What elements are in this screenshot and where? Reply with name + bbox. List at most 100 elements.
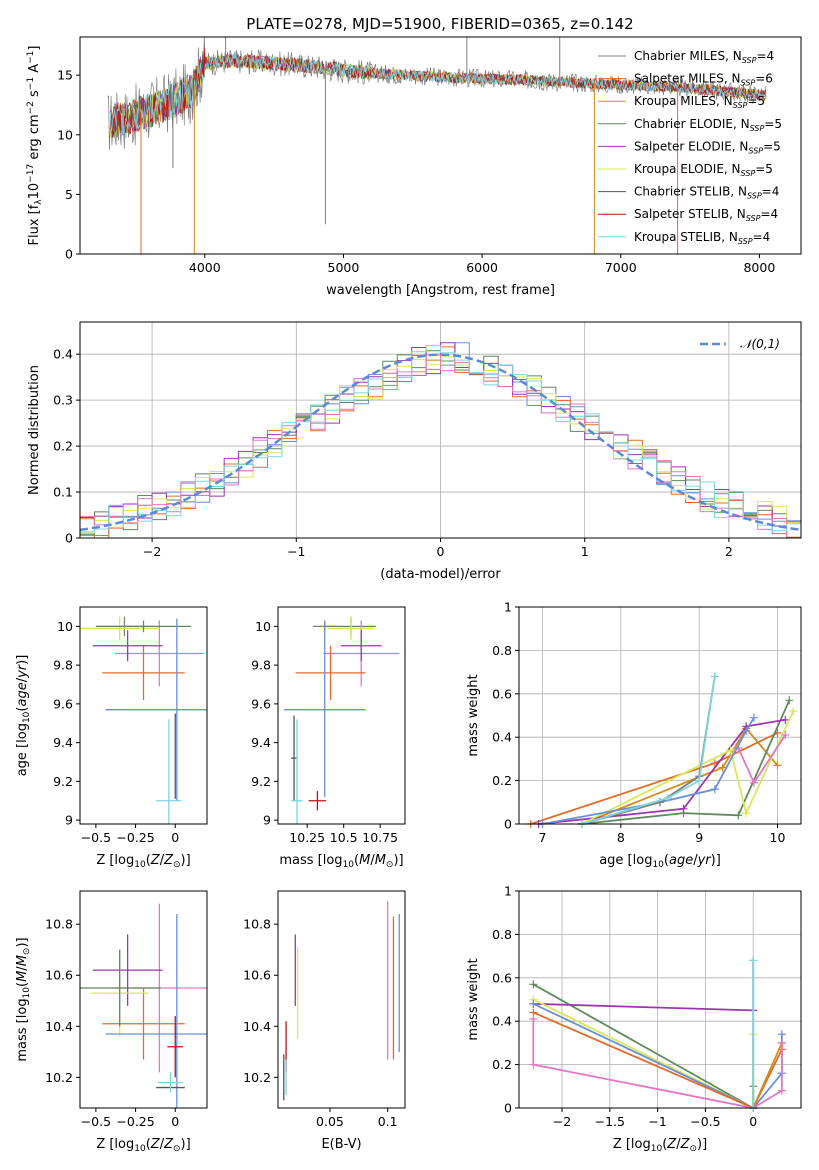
x-tick-label: 4000 <box>189 260 221 275</box>
y-tick-label: 0.2 <box>492 773 512 788</box>
mass-weight-series-line <box>581 676 716 825</box>
mass-weight-marker <box>695 776 704 785</box>
x-axis-label: mass [log10(M/M⊙)] <box>279 853 403 870</box>
x-tick-label: −0.5 <box>81 1114 111 1129</box>
y-tick-label: 9.8 <box>53 658 73 673</box>
legend-entry: Salpeter STELIB, NSSP=4 <box>634 207 778 223</box>
y-tick-label: 0.3 <box>53 393 73 408</box>
legend-entry: Salpeter MILES, NSSP=6 <box>634 72 773 88</box>
y-tick-label: 1 <box>504 600 512 615</box>
y-tick-label: 9.2 <box>251 774 271 789</box>
legend-entry: Chabrier ELODIE, NSSP=5 <box>634 117 782 133</box>
y-axis-label: mass weight <box>466 958 481 1040</box>
mass-weight-marker <box>529 1060 538 1069</box>
legend-entry: Kroupa MILES, NSSP=5 <box>634 94 765 110</box>
y-tick-label: 9.2 <box>53 774 73 789</box>
x-axis-label: E(B-V) <box>321 1137 361 1152</box>
legend-entry: Salpeter ELODIE, NSSP=5 <box>634 139 781 155</box>
mass-weight-marker <box>742 809 751 818</box>
mass-weight-marker <box>749 956 758 965</box>
y-tick-label: 10 <box>57 127 73 142</box>
mass-weight-marker <box>777 1030 786 1039</box>
legend-entry: 𝒩(0,1) <box>740 337 780 351</box>
x-axis-label: Z [log10(Z/Z⊙)] <box>96 1137 190 1154</box>
y-tick-label: 0 <box>65 247 73 262</box>
x-tick-label: −0.5 <box>690 1114 720 1129</box>
spectrum-panel: 4000 5000 6000 7000 8000 0 5 10 15 wavelength [An… <box>26 36 802 298</box>
residuals-panel: −2 −1 0 1 2 0 0.1 0.2 0.3 0.4 𝒩(0,1) (data-model)/e… <box>27 321 802 582</box>
mass-weight-series-line <box>752 1042 783 1109</box>
x-tick-label: 2 <box>725 544 733 559</box>
x-axis-label: Z [log10(Z/Z⊙)] <box>613 1137 707 1154</box>
legend-entry: Chabrier MILES, NSSP=4 <box>634 49 774 65</box>
x-tick-label: 10.5 <box>330 830 358 845</box>
mass-weight-marker <box>529 1015 538 1024</box>
x-tick-label: 0 <box>749 1114 757 1129</box>
x-tick-label: 0.1 <box>378 1114 398 1129</box>
mass-weight-marker <box>773 761 782 770</box>
mass-weight-marker <box>734 811 743 820</box>
spectrum-series-line <box>110 48 767 138</box>
y-tick-label: 10.6 <box>243 968 271 983</box>
mass-weight-marker <box>777 1038 786 1047</box>
x-tick-label: 10.75 <box>362 830 398 845</box>
y-tick-label: 9.4 <box>53 735 73 750</box>
mass-weight-marker <box>789 707 798 716</box>
y-axis-label: age [log10(age/yr)] <box>15 655 32 777</box>
y-tick-label: 0.2 <box>492 1057 512 1072</box>
x-tick-label: 0 <box>437 544 445 559</box>
mass-weight-marker <box>785 696 794 705</box>
y-tick-label: 0 <box>65 531 73 546</box>
mass-weight-marker <box>781 731 790 740</box>
axes-frame <box>277 606 406 825</box>
y-tick-label: 10.4 <box>45 1019 73 1034</box>
x-tick-label: −2 <box>553 1114 571 1129</box>
y-tick-label: 1 <box>504 884 512 899</box>
x-tick-label: 6000 <box>466 260 498 275</box>
y-tick-label: 0.4 <box>53 347 73 362</box>
y-axis-label: mass weight <box>466 674 481 756</box>
x-tick-label: 8 <box>617 830 625 845</box>
mass-weight-marker <box>742 726 751 735</box>
spectrum-x-label: wavelength [Angstrom, rest frame] <box>326 283 555 298</box>
x-tick-label: −0.25 <box>116 830 154 845</box>
axes-frame <box>277 890 406 1109</box>
residuals-y-label: Normed distribution <box>27 365 42 495</box>
y-tick-label: 10.4 <box>243 1019 271 1034</box>
axes-frame <box>79 36 802 255</box>
massweight-vs-age-panel: 7 8 9 10 0 0.2 0.4 0.6 0.8 1 age [log10(age/yr)] ma… <box>466 600 802 870</box>
x-tick-label: −0.25 <box>116 1114 154 1129</box>
mass-weight-marker <box>777 1086 786 1095</box>
x-tick-label: 7 <box>539 830 547 845</box>
age-vs-mass-panel: 10.25 10.5 10.75 9 9.2 9.4 9.6 9.8 10 mass [log10… <box>251 606 406 870</box>
mass-weight-series-line <box>581 699 791 825</box>
y-tick-label: 0.8 <box>492 927 512 942</box>
x-tick-label: 9 <box>695 830 703 845</box>
axes-frame <box>79 606 208 825</box>
x-tick-label: 10 <box>770 830 786 845</box>
mass-weight-series-line <box>581 676 716 825</box>
x-tick-label: 7000 <box>605 260 637 275</box>
age-vs-Z-panel: −0.5 −0.25 0 9 9.2 9.4 9.6 9.8 10 Z [log10(Z/Z⊙)]… <box>15 606 208 870</box>
y-tick-label: 5 <box>65 187 73 202</box>
x-tick-label: 5000 <box>328 260 360 275</box>
x-tick-label: 0 <box>171 1114 179 1129</box>
x-tick-label: −2 <box>143 544 161 559</box>
y-tick-label: 0.8 <box>492 643 512 658</box>
y-tick-label: 0 <box>504 817 512 832</box>
y-tick-label: 0.6 <box>492 970 512 985</box>
mass-weight-marker <box>781 715 790 724</box>
mass-weight-marker <box>750 713 758 722</box>
x-tick-label: −1 <box>287 544 305 559</box>
x-tick-label: −1.5 <box>595 1114 625 1129</box>
mass-weight-marker <box>529 999 538 1008</box>
axes-frame <box>79 890 208 1109</box>
x-tick-label: −1 <box>648 1114 666 1129</box>
mass-weight-marker <box>679 804 688 813</box>
mass-weight-marker <box>710 785 719 794</box>
y-tick-label: 9.6 <box>53 696 73 711</box>
y-tick-label: 0 <box>504 1101 512 1116</box>
mass-weight-marker <box>710 672 719 681</box>
legend-entry: Kroupa STELIB, NSSP=4 <box>634 230 770 246</box>
